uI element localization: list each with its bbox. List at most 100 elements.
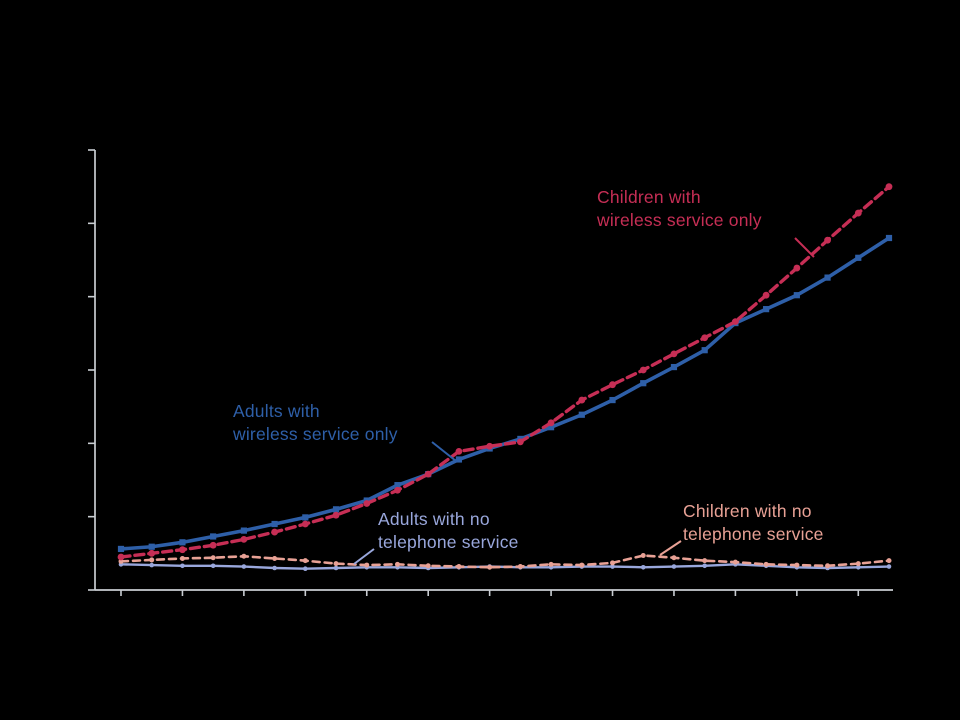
series-marker-adults-wireless bbox=[885, 234, 893, 242]
series-marker-adults-wireless bbox=[210, 533, 217, 540]
series-marker-children-nophone bbox=[302, 558, 308, 564]
series-label-children-nophone: Children with no telephone service bbox=[683, 500, 824, 546]
series-marker-children-wireless bbox=[609, 381, 616, 389]
series-label-adults-wireless: Adults with wireless service only bbox=[233, 400, 398, 446]
series-marker-children-nophone bbox=[364, 562, 370, 568]
series-marker-children-nophone bbox=[272, 555, 278, 561]
series-marker-children-nophone bbox=[886, 558, 892, 564]
series-marker-children-wireless bbox=[762, 291, 770, 299]
series-marker-adults-nophone bbox=[272, 565, 277, 571]
series-marker-children-nophone bbox=[579, 562, 585, 568]
series-marker-children-wireless bbox=[117, 553, 125, 561]
series-marker-adults-wireless bbox=[640, 380, 647, 387]
series-marker-children-wireless bbox=[670, 350, 678, 358]
series-marker-children-nophone bbox=[394, 561, 400, 567]
series-marker-children-nophone bbox=[241, 553, 247, 559]
series-marker-adults-wireless bbox=[455, 456, 463, 463]
series-marker-children-nophone bbox=[487, 564, 493, 570]
series-marker-adults-nophone bbox=[855, 564, 861, 570]
series-marker-children-wireless bbox=[424, 470, 432, 478]
series-marker-children-wireless bbox=[486, 442, 494, 450]
children-wireless-label-pointer-line bbox=[794, 237, 815, 258]
series-marker-children-wireless bbox=[885, 183, 893, 191]
series-line-children-nophone bbox=[119, 554, 891, 569]
series-marker-children-nophone bbox=[855, 561, 861, 567]
series-marker-adults-wireless bbox=[332, 506, 340, 513]
series-marker-children-wireless bbox=[639, 366, 647, 374]
series-marker-children-nophone bbox=[333, 561, 339, 567]
series-marker-adults-nophone bbox=[610, 564, 615, 569]
series-marker-adults-wireless bbox=[670, 363, 678, 371]
series-marker-children-nophone bbox=[640, 553, 646, 559]
series-marker-children-wireless bbox=[209, 541, 217, 549]
series-marker-children-wireless bbox=[394, 486, 401, 494]
series-marker-adults-wireless bbox=[824, 274, 831, 281]
series-marker-children-nophone bbox=[456, 564, 462, 570]
series-marker-adults-wireless bbox=[148, 543, 155, 550]
series-marker-adults-wireless bbox=[609, 396, 616, 404]
series-marker-adults-nophone bbox=[210, 563, 216, 569]
series-marker-children-nophone bbox=[517, 564, 523, 570]
series-marker-children-wireless bbox=[516, 438, 524, 446]
series-marker-adults-nophone bbox=[886, 564, 892, 569]
series-label-adults-nophone: Adults with no telephone service bbox=[378, 508, 519, 554]
children-nophone-label-pointer-line bbox=[659, 540, 682, 556]
series-marker-children-nophone bbox=[425, 563, 431, 569]
series-marker-adults-wireless bbox=[240, 527, 247, 534]
series-marker-children-nophone bbox=[671, 555, 677, 561]
series-marker-children-nophone bbox=[179, 555, 185, 561]
series-marker-children-nophone bbox=[210, 555, 216, 561]
series-marker-children-nophone bbox=[548, 561, 554, 567]
series-marker-children-wireless bbox=[271, 528, 278, 536]
adults-nophone-label-pointer-line bbox=[353, 548, 375, 565]
series-marker-adults-wireless bbox=[763, 306, 770, 313]
series-marker-children-wireless bbox=[701, 334, 709, 342]
series-marker-children-wireless bbox=[148, 549, 156, 557]
series-marker-adults-wireless bbox=[578, 411, 585, 418]
series-marker-adults-nophone bbox=[149, 562, 155, 568]
series-marker-children-wireless bbox=[578, 396, 586, 404]
series-marker-children-wireless bbox=[455, 448, 463, 455]
series-marker-adults-wireless bbox=[701, 347, 708, 354]
series-marker-adults-wireless bbox=[855, 254, 862, 261]
series-marker-children-wireless bbox=[240, 536, 248, 543]
series-marker-children-nophone bbox=[763, 561, 769, 567]
label-line-1: Children with no bbox=[683, 501, 812, 521]
series-marker-adults-nophone bbox=[180, 563, 185, 569]
series-marker-children-nophone bbox=[825, 563, 831, 569]
series-marker-children-wireless bbox=[179, 546, 186, 554]
series-marker-children-nophone bbox=[149, 557, 155, 563]
label-line-2: telephone service bbox=[378, 532, 519, 553]
series-marker-adults-nophone bbox=[640, 564, 646, 570]
series-marker-children-nophone bbox=[794, 562, 800, 568]
series-marker-adults-nophone bbox=[702, 563, 707, 569]
series-marker-children-wireless bbox=[363, 500, 371, 507]
series-line-children-wireless bbox=[119, 184, 891, 559]
series-marker-adults-wireless bbox=[271, 520, 278, 528]
series-marker-children-wireless bbox=[854, 209, 862, 217]
series-marker-children-wireless bbox=[824, 236, 831, 244]
label-line-1: Adults with no bbox=[378, 509, 490, 529]
label-line-1: Children with bbox=[597, 187, 701, 207]
series-label-children-wireless: Children with wireless service only bbox=[597, 186, 762, 232]
label-line-2: telephone service bbox=[683, 524, 824, 545]
label-line-2: wireless service only bbox=[597, 210, 762, 231]
series-marker-adults-nophone bbox=[303, 566, 308, 572]
series-marker-children-wireless bbox=[732, 318, 739, 325]
series-marker-adults-wireless bbox=[117, 545, 125, 553]
series-marker-children-nophone bbox=[702, 558, 708, 564]
series-marker-adults-wireless bbox=[179, 539, 186, 546]
series-marker-children-nophone bbox=[610, 560, 616, 566]
adults-wireless-label-pointer-line bbox=[431, 441, 457, 462]
series-marker-adults-nophone bbox=[333, 565, 339, 571]
series-marker-children-wireless bbox=[332, 511, 340, 519]
label-line-2: wireless service only bbox=[233, 424, 398, 445]
series-marker-children-nophone bbox=[732, 559, 738, 565]
series-marker-adults-wireless bbox=[302, 514, 309, 521]
series-marker-adults-wireless bbox=[394, 482, 401, 489]
series-marker-adults-wireless bbox=[793, 292, 800, 299]
series-marker-children-wireless bbox=[793, 264, 801, 272]
label-line-1: Adults with bbox=[233, 401, 320, 421]
